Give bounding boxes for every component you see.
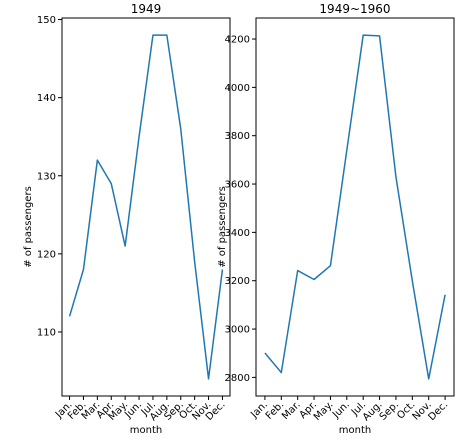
left-y-axis-label: # of passengers	[23, 186, 34, 268]
right-y-tick-label: 3000	[225, 325, 250, 336]
right-x-tick-label: Dec.	[427, 399, 451, 423]
right-y-tick-label: 4000	[225, 83, 250, 94]
right-y-tick-label: 3400	[225, 228, 250, 239]
left-chart-panel: 110120130140150Jan.Feb.Mar.Apr.May.Jun.J…	[23, 2, 231, 436]
left-series-line	[68, 34, 224, 380]
right-y-tick-label: 3800	[225, 131, 250, 142]
left-y-tick-label: 120	[37, 249, 56, 260]
right-y-axis-label: # of passengers	[217, 186, 228, 268]
right-chart-title: 1949~1960	[319, 2, 390, 16]
right-x-axis-label: month	[339, 425, 371, 436]
left-chart-title: 1949	[131, 2, 162, 16]
right-series-line	[264, 34, 446, 380]
right-y-tick-label: 3600	[225, 180, 250, 191]
right-y-tick-label: 3200	[225, 276, 250, 287]
left-x-axis-label: month	[130, 425, 162, 436]
left-y-tick-label: 130	[37, 171, 56, 182]
left-plot-frame	[61, 17, 231, 397]
left-y-tick-label: 140	[37, 93, 56, 104]
right-plot-frame	[255, 17, 455, 397]
right-y-tick-label: 2800	[225, 373, 250, 384]
right-y-tick-label: 4200	[225, 35, 250, 46]
right-chart-panel: 28003000320034003600380040004200Jan.Feb.…	[217, 2, 455, 436]
left-y-tick-label: 110	[37, 327, 56, 338]
left-y-tick-label: 150	[37, 15, 56, 26]
